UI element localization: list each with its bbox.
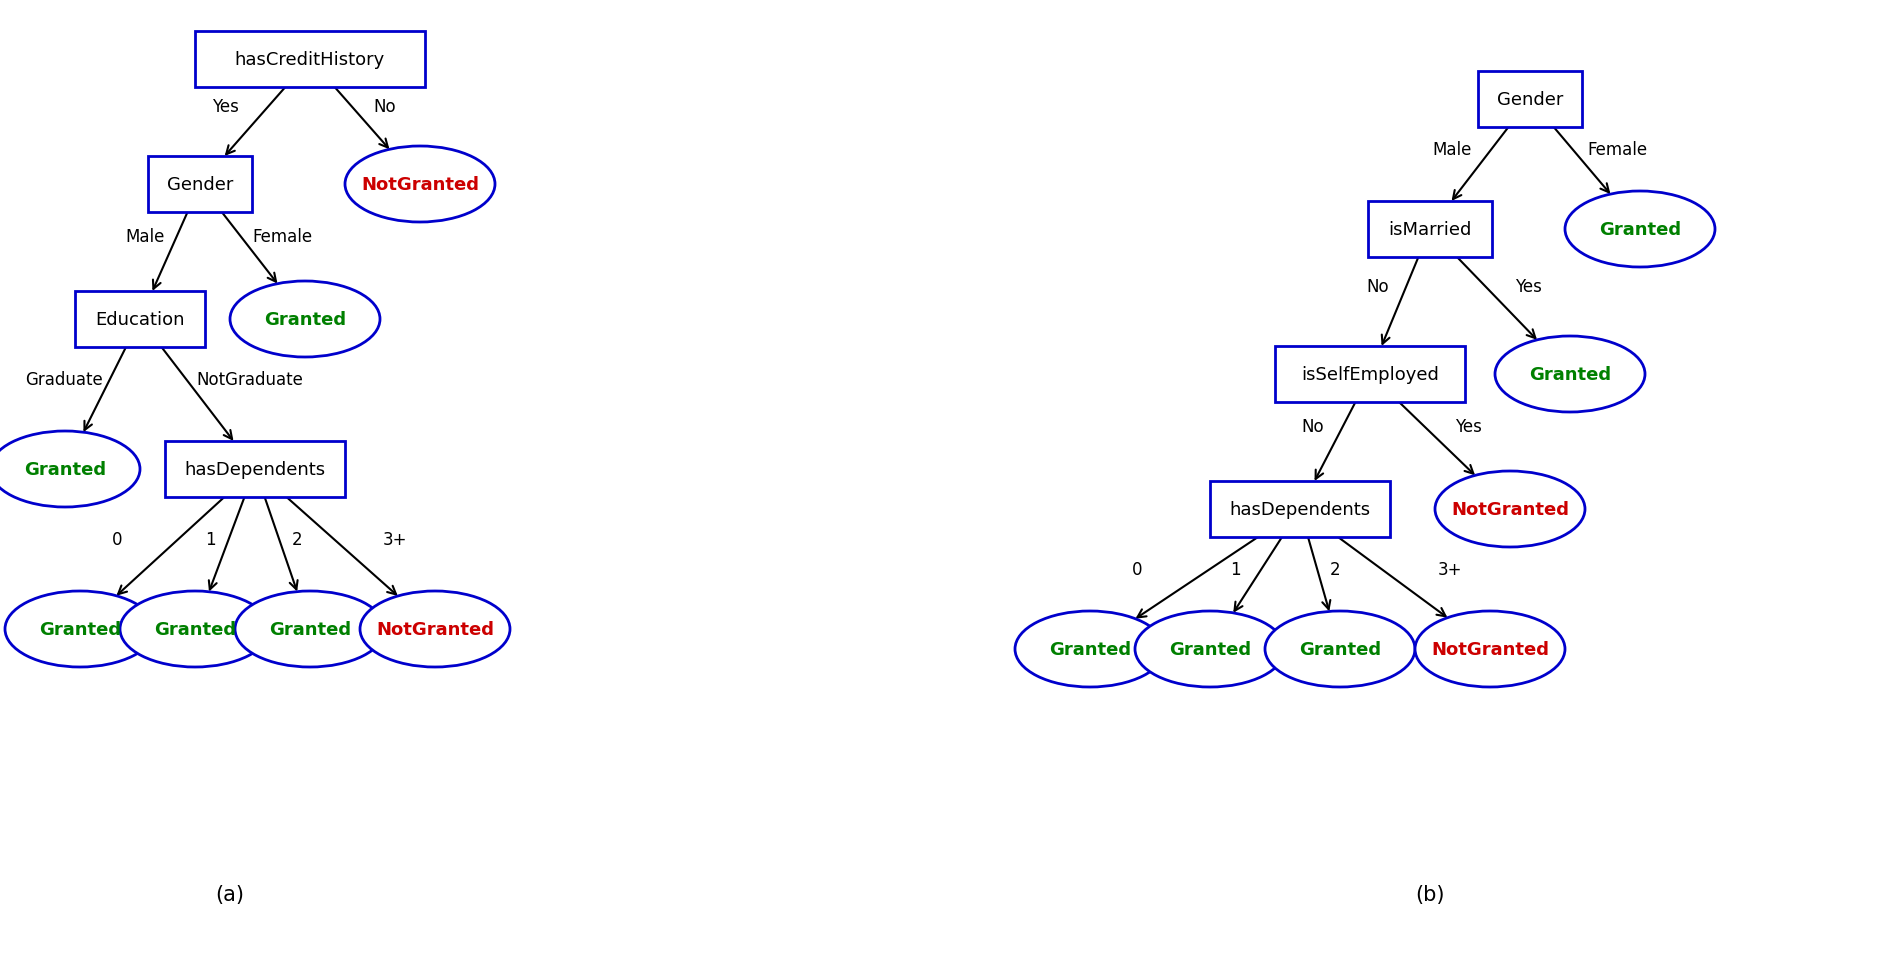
Ellipse shape [0, 431, 140, 507]
FancyBboxPatch shape [1477, 72, 1581, 128]
Ellipse shape [1414, 611, 1564, 687]
Ellipse shape [1435, 472, 1585, 548]
FancyBboxPatch shape [1274, 347, 1463, 403]
FancyBboxPatch shape [1209, 481, 1389, 537]
FancyBboxPatch shape [195, 32, 425, 87]
Text: Granted: Granted [264, 310, 345, 329]
Text: Gender: Gender [167, 176, 233, 194]
Text: Female: Female [1587, 141, 1646, 159]
Text: Yes: Yes [211, 98, 239, 116]
FancyBboxPatch shape [1367, 202, 1492, 258]
Ellipse shape [1135, 611, 1285, 687]
Text: Education: Education [95, 310, 184, 329]
Text: Granted: Granted [154, 621, 235, 638]
Text: 3+: 3+ [383, 530, 406, 549]
Text: 0: 0 [1131, 560, 1143, 579]
FancyBboxPatch shape [74, 292, 205, 348]
Text: NotGranted: NotGranted [361, 176, 478, 194]
Text: NotGranted: NotGranted [376, 621, 493, 638]
Text: No: No [1300, 418, 1323, 436]
Text: Granted: Granted [40, 621, 121, 638]
Text: 3+: 3+ [1437, 560, 1461, 579]
Text: hasCreditHistory: hasCreditHistory [235, 51, 385, 69]
Text: 1: 1 [205, 530, 214, 549]
Ellipse shape [1494, 336, 1644, 412]
Text: Granted: Granted [1598, 221, 1680, 238]
Text: isMarried: isMarried [1387, 221, 1471, 238]
Text: Granted: Granted [1528, 365, 1610, 383]
Text: hasDependents: hasDependents [184, 460, 325, 479]
Text: (a): (a) [214, 884, 245, 904]
Ellipse shape [361, 591, 511, 667]
Ellipse shape [230, 282, 380, 357]
Text: No: No [1367, 279, 1389, 296]
FancyBboxPatch shape [148, 157, 252, 212]
Text: NotGranted: NotGranted [1450, 501, 1568, 519]
Text: Granted: Granted [25, 460, 106, 479]
Ellipse shape [120, 591, 270, 667]
Text: isSelfEmployed: isSelfEmployed [1300, 365, 1439, 383]
Text: 0: 0 [112, 530, 123, 549]
Text: NotGraduate: NotGraduate [195, 371, 304, 388]
Text: Male: Male [1431, 141, 1471, 159]
Ellipse shape [1014, 611, 1163, 687]
FancyBboxPatch shape [165, 441, 345, 498]
Text: Yes: Yes [1515, 279, 1541, 296]
Text: Granted: Granted [1048, 640, 1131, 658]
Ellipse shape [345, 147, 495, 223]
Text: No: No [374, 98, 397, 116]
Text: 2: 2 [1329, 560, 1340, 579]
Ellipse shape [6, 591, 156, 667]
Text: Yes: Yes [1454, 418, 1480, 436]
Text: Graduate: Graduate [25, 371, 102, 388]
Ellipse shape [1264, 611, 1414, 687]
Text: Female: Female [252, 229, 313, 246]
Text: hasDependents: hasDependents [1228, 501, 1370, 519]
Text: Granted: Granted [270, 621, 351, 638]
Ellipse shape [1564, 192, 1714, 268]
Text: (b): (b) [1414, 884, 1444, 904]
Text: Granted: Granted [1169, 640, 1251, 658]
Text: 2: 2 [292, 530, 302, 549]
Text: NotGranted: NotGranted [1431, 640, 1549, 658]
Text: 1: 1 [1230, 560, 1239, 579]
Ellipse shape [235, 591, 385, 667]
Text: Granted: Granted [1298, 640, 1380, 658]
Text: Male: Male [125, 229, 165, 246]
Text: Gender: Gender [1496, 91, 1562, 109]
